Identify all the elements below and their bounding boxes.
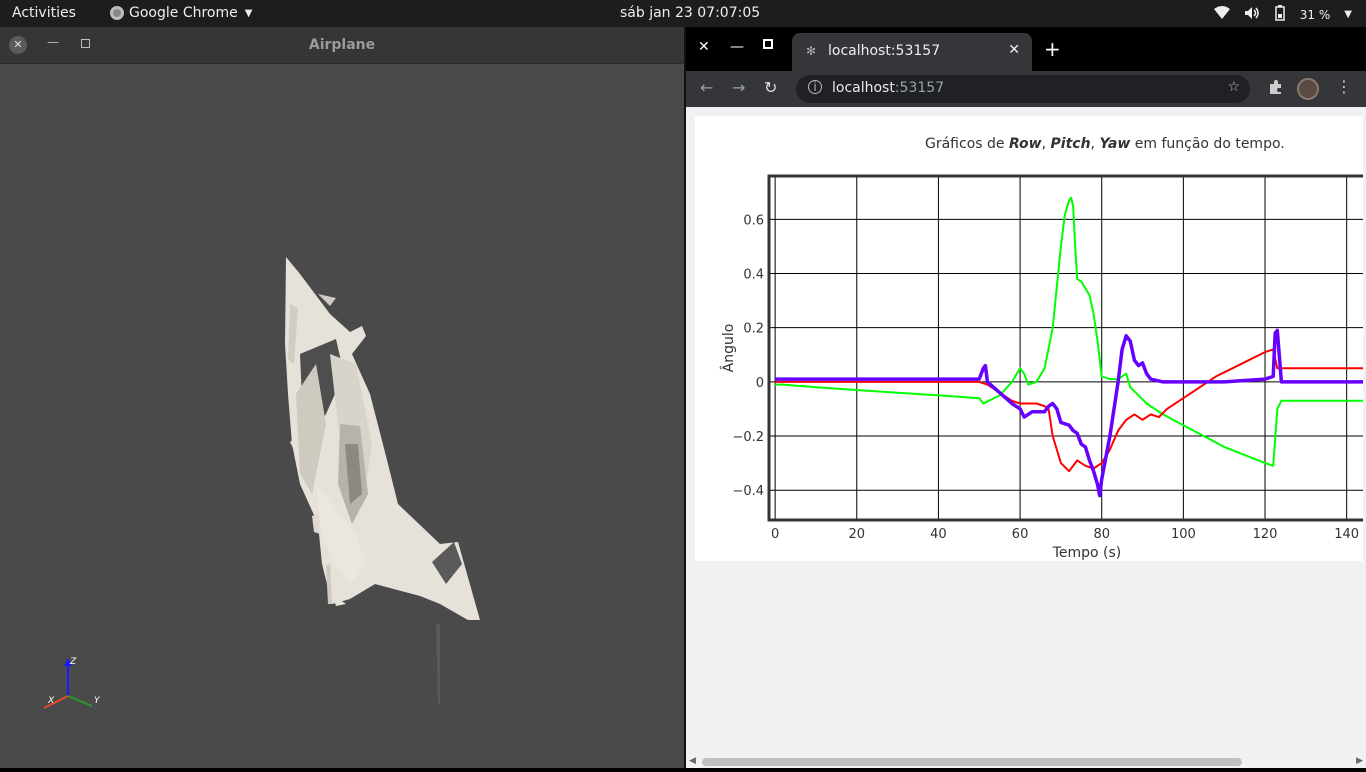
chrome-icon	[110, 6, 124, 20]
x-tick-label: 80	[1093, 527, 1110, 542]
power-menu-caret-icon: ▼	[1344, 9, 1352, 20]
chrome-menu-icon[interactable]: ⋮	[1336, 77, 1352, 96]
back-icon[interactable]: ←	[700, 78, 714, 97]
chart-title-part: Gráficos de	[925, 136, 1009, 152]
wifi-icon	[1213, 6, 1230, 23]
y-tick-label: 0.4	[743, 268, 764, 283]
maximize-window-button[interactable]	[81, 39, 90, 48]
scrollbar-thumb[interactable]	[702, 758, 1242, 766]
battery-icon	[1274, 5, 1286, 24]
chart-title-part: em função do tempo.	[1130, 136, 1284, 152]
caret-down-icon: ▼	[244, 7, 253, 19]
x-tick-label: 0	[771, 527, 779, 542]
x-tick-label: 40	[930, 527, 947, 542]
close-window-button[interactable]: ✕	[9, 36, 27, 54]
loading-spinner-icon: ✻	[806, 44, 817, 58]
clock[interactable]: sáb jan 23 07:07:05	[620, 5, 761, 21]
browser-toolbar: ← → ↻ i localhost:53157 ☆ ⋮	[686, 71, 1366, 107]
chart-title-part: Row	[1009, 136, 1042, 152]
close-window-button[interactable]: ✕	[698, 39, 710, 55]
extensions-puzzle-icon[interactable]	[1268, 79, 1284, 99]
y-tick-label: 0	[756, 376, 764, 391]
x-tick-label: 100	[1171, 527, 1196, 542]
chart-title-part: Pitch	[1051, 136, 1091, 152]
window-title: Airplane	[308, 37, 376, 53]
chart-title-part: ,	[1091, 136, 1100, 152]
chart-title-part: Yaw	[1099, 136, 1130, 152]
horizontal-scrollbar[interactable]: ◀ ▶	[686, 755, 1366, 768]
chart-title: Gráficos de Row, Pitch, Yaw em função do…	[925, 136, 1285, 152]
3d-viewport[interactable]: Z X Y	[0, 64, 684, 768]
new-tab-button[interactable]: +	[1044, 37, 1061, 61]
maximize-window-button[interactable]	[763, 37, 773, 53]
activities-button[interactable]: Activities	[12, 5, 76, 21]
window-titlebar[interactable]: ✕ — Airplane	[0, 27, 684, 64]
x-tick-label: 60	[1012, 527, 1029, 542]
x-axis-label: X	[47, 696, 55, 706]
reload-icon[interactable]: ↻	[764, 78, 778, 97]
y-axis-label: Y	[94, 696, 101, 706]
y-tick-label: −0.2	[732, 430, 764, 445]
system-tray[interactable]: 31 % ▼	[1213, 5, 1352, 24]
bookmark-star-icon[interactable]: ☆	[1227, 79, 1240, 95]
airplane-model	[285, 257, 480, 704]
x-tick-label: 20	[848, 527, 865, 542]
minimize-window-button[interactable]: —	[47, 35, 59, 49]
x-tick-label: 140	[1334, 527, 1359, 542]
tab-strip: ✕ — ✻ localhost:53157 ✕ +	[686, 27, 1366, 71]
battery-percentage: 31 %	[1299, 7, 1331, 22]
series-line-1	[775, 196, 1363, 467]
y-tick-label: 0.2	[743, 322, 764, 337]
minimize-window-button[interactable]: —	[730, 39, 744, 55]
airplane-window: ✕ — Airplane Z	[0, 27, 684, 768]
tab-title: localhost:53157	[828, 43, 941, 59]
forward-icon[interactable]: →	[732, 78, 746, 97]
y-tick-label: −0.4	[732, 484, 764, 499]
chrome-window: ✕ — ✻ localhost:53157 ✕ + ← → ↻ i localh…	[684, 27, 1366, 768]
address-bar[interactable]: i localhost:53157 ☆	[796, 75, 1250, 103]
system-top-bar: Activities Google Chrome ▼ sáb jan 23 07…	[0, 0, 1366, 27]
y-axis-title: Ângulo	[719, 324, 737, 373]
scroll-right-arrow-icon[interactable]: ▶	[1356, 756, 1363, 766]
chart-title-part: ,	[1042, 136, 1051, 152]
volume-icon	[1244, 6, 1260, 23]
tab-localhost[interactable]: ✻ localhost:53157 ✕	[792, 33, 1032, 71]
line-chart[interactable]: Gráficos de Row, Pitch, Yaw em função do…	[695, 116, 1366, 561]
z-axis-label: Z	[69, 657, 77, 667]
app-name: Google Chrome	[129, 5, 238, 21]
orientation-axes-widget: Z X Y	[43, 657, 101, 709]
app-menu[interactable]: Google Chrome ▼	[110, 5, 252, 21]
close-tab-button[interactable]: ✕	[1008, 42, 1020, 58]
scroll-left-arrow-icon[interactable]: ◀	[689, 756, 696, 766]
site-info-icon[interactable]: i	[808, 80, 822, 94]
profile-avatar[interactable]	[1297, 78, 1319, 100]
x-axis-title: Tempo (s)	[1052, 545, 1122, 561]
series-line-3	[775, 328, 1363, 498]
x-tick-label: 120	[1253, 527, 1278, 542]
url-text: localhost:53157	[832, 80, 945, 96]
y-tick-label: 0.6	[743, 213, 764, 228]
plot-card: Gráficos de Row, Pitch, Yaw em função do…	[695, 116, 1366, 561]
page-content: Gráficos de Row, Pitch, Yaw em função do…	[686, 107, 1366, 768]
